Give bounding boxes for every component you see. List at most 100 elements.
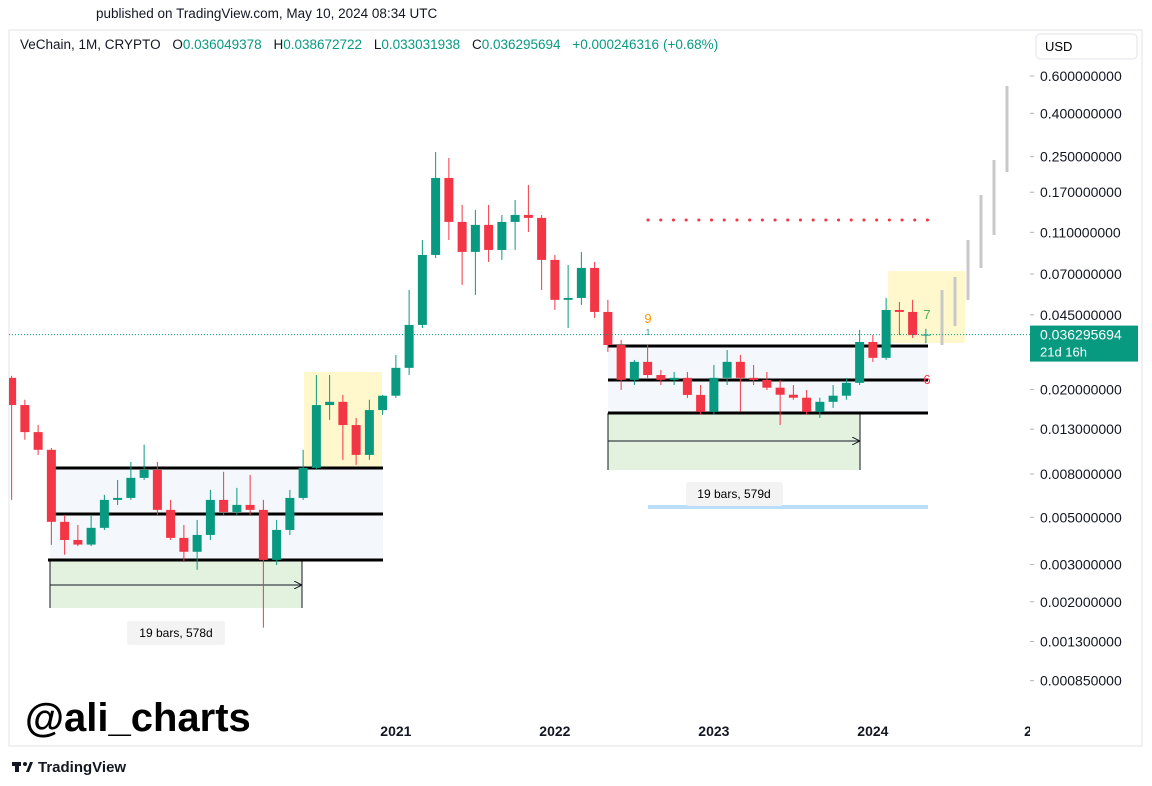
ohlc-label: O xyxy=(172,37,183,52)
ohlc-label: L xyxy=(373,37,382,52)
annotation-box xyxy=(686,482,783,506)
candle-body xyxy=(311,405,321,468)
candle-body xyxy=(510,214,520,222)
candle-body xyxy=(126,477,136,498)
candle-body xyxy=(828,395,838,402)
candle-body xyxy=(179,537,189,552)
ohlc-label: H xyxy=(273,37,284,52)
y-tick-label: 0.005000000 xyxy=(1040,509,1122,525)
candle-body xyxy=(788,394,798,398)
ohlc-value: 0.036049378 xyxy=(182,37,262,52)
candle-body xyxy=(60,521,70,540)
td-count: 1 xyxy=(646,328,651,337)
candle-body xyxy=(404,324,414,368)
td-count: 9 xyxy=(644,311,651,326)
candle-body xyxy=(629,361,639,380)
y-tick-label: 0.600000000 xyxy=(1040,68,1122,84)
ohlc-value: 0.038672722 xyxy=(283,37,363,52)
x-tick-label: 2023 xyxy=(698,723,729,739)
y-tick-label: 0.002000000 xyxy=(1040,594,1122,610)
candle-body xyxy=(113,497,123,500)
candle-body xyxy=(364,410,374,455)
candle-body xyxy=(417,254,427,325)
candle-body xyxy=(338,401,348,426)
td-count: 6 xyxy=(923,372,930,387)
annotation: 19 bars, 578d xyxy=(139,626,212,640)
annotation-box xyxy=(127,621,225,645)
ohlc-value: 0.036295694 xyxy=(481,37,561,52)
currency[interactable]: USD xyxy=(1045,39,1072,54)
change: +0.000246316 xyxy=(572,37,660,52)
candle-body xyxy=(46,449,56,522)
candle-body xyxy=(762,379,772,388)
candle-body xyxy=(868,341,878,358)
candle-body xyxy=(298,467,308,498)
candle-body xyxy=(881,309,891,358)
candle-body xyxy=(921,334,931,336)
candle-body xyxy=(325,401,335,406)
candle-body xyxy=(669,377,679,380)
y-tick-label: 0.070000000 xyxy=(1040,266,1122,282)
y-tick-label: 0.000850000 xyxy=(1040,673,1122,689)
candle-body xyxy=(749,377,759,380)
candle-body xyxy=(192,534,202,552)
candle-body xyxy=(232,504,242,512)
candle-body xyxy=(894,309,904,312)
candle-body xyxy=(603,311,613,346)
candle-body xyxy=(272,529,282,560)
drawings: 19 bars, 578d 19 bars, 579d 9 1 7 6 xyxy=(48,86,1009,645)
candle-body xyxy=(205,499,215,535)
ohlc-label: C xyxy=(471,37,482,52)
y-tick-label: 0.001300000 xyxy=(1040,633,1122,649)
candle-body xyxy=(841,382,851,396)
candle-body xyxy=(616,345,626,380)
candle-body xyxy=(484,224,494,250)
footer: TradingView xyxy=(38,759,127,776)
y-tick-label: 0.020000000 xyxy=(1040,382,1122,398)
candle-body xyxy=(643,361,653,376)
annotation: 19 bars, 579d xyxy=(697,487,770,501)
series: 2021 2022 2023 2024 20 xyxy=(9,151,1030,739)
y-tick-label: 0.003000000 xyxy=(1040,556,1122,572)
y-tick-label: 0.250000000 xyxy=(1040,149,1122,165)
y-tick-label: 0.400000000 xyxy=(1040,105,1122,121)
y-tick-label: 0.170000000 xyxy=(1040,184,1122,200)
candle-body xyxy=(855,341,865,383)
currency-box[interactable] xyxy=(1035,33,1138,60)
price-label: 0.036295694 xyxy=(1040,327,1122,343)
y-tick-label: 0.045000000 xyxy=(1040,307,1122,323)
candle-body xyxy=(722,361,732,378)
candle-body xyxy=(99,499,109,528)
candle-body xyxy=(523,214,533,218)
y-tick-label: 0.110000000 xyxy=(1040,224,1121,240)
countdown: 21d 16h xyxy=(1040,345,1087,360)
symbol: VeChain, 1M, CRYPTO xyxy=(20,37,161,52)
candle-body xyxy=(245,504,255,510)
candle-body xyxy=(775,387,785,395)
candle-body xyxy=(576,267,586,298)
candle-body xyxy=(86,527,96,545)
candle-body xyxy=(497,221,507,250)
candle-body xyxy=(258,509,268,560)
candle-body xyxy=(33,432,43,450)
candle-body xyxy=(152,469,162,510)
candle-body xyxy=(802,397,812,412)
projection xyxy=(940,86,1009,345)
candle-body xyxy=(431,177,441,255)
candle-body xyxy=(537,217,547,260)
price-label-box xyxy=(1030,325,1138,362)
candle-body xyxy=(815,401,825,412)
highlight-box xyxy=(888,271,965,343)
candle-body xyxy=(656,375,666,380)
candle-body xyxy=(73,539,83,545)
candle-body xyxy=(908,311,918,336)
published-note: published on TradingView.com, May 10, 20… xyxy=(96,6,438,21)
measure-box xyxy=(50,560,302,608)
logo xyxy=(12,762,33,772)
candle-body xyxy=(391,367,401,396)
watermark: @ali_charts xyxy=(25,696,251,740)
candle-body xyxy=(9,377,17,406)
candle-body xyxy=(709,377,719,412)
candle-body xyxy=(166,509,176,538)
